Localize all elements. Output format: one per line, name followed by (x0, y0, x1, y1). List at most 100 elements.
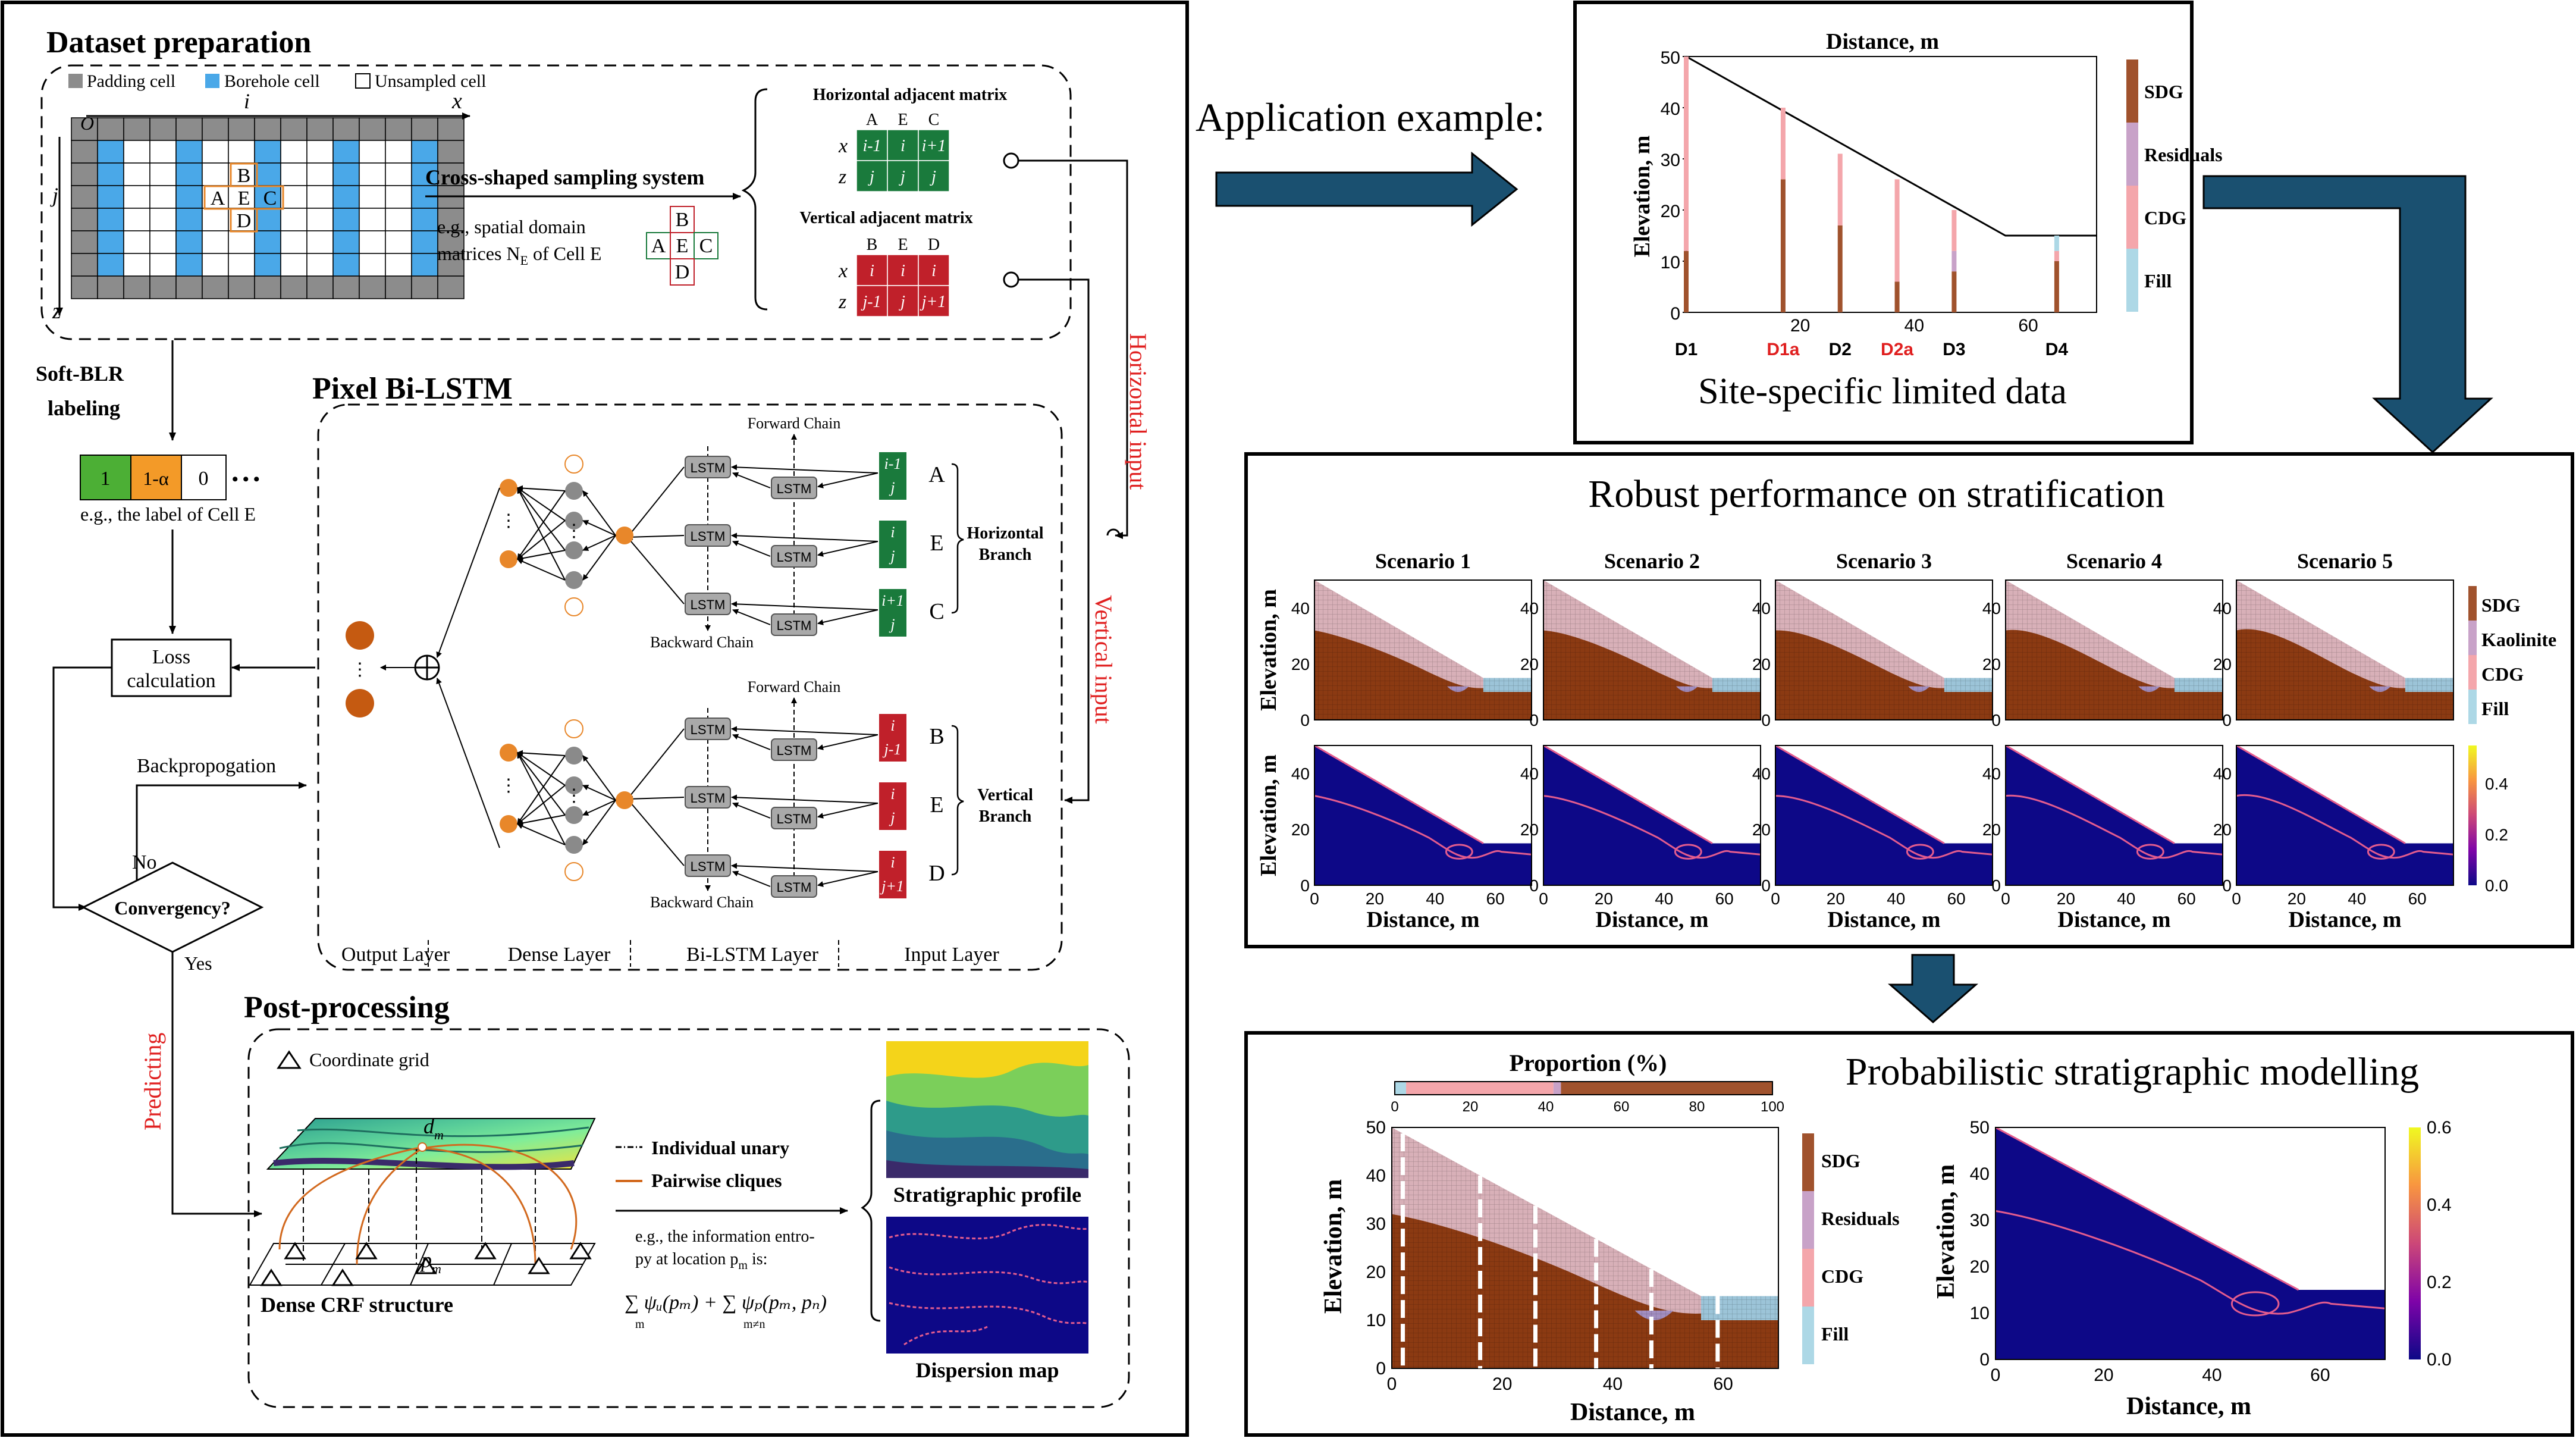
grid-cell (306, 253, 334, 277)
robust-legend-swatch (2468, 655, 2477, 690)
grid-cell (149, 117, 177, 141)
lstm-label: LSTM (691, 460, 726, 475)
lens-uncertainty (1445, 844, 1473, 860)
forward-chain-label: Forward Chain (748, 678, 841, 695)
robust-xtick: 40 (2348, 889, 2366, 908)
legend-unsampled-swatch (355, 73, 371, 89)
hatch-overlay (1775, 580, 1993, 720)
x-label: x (451, 89, 462, 114)
lstm-cell (685, 786, 731, 809)
robust-xtick: 0 (2001, 889, 2010, 908)
input-cell-top: i+1 (881, 592, 904, 609)
borehole-segment (1780, 179, 1786, 312)
app-arrow (1215, 151, 1518, 227)
branch-label-2: Branch (979, 807, 1032, 826)
grid-cell (385, 275, 412, 299)
no-label: No (132, 851, 157, 873)
grid-cell (97, 162, 124, 186)
borehole-label: D2 (1829, 340, 1852, 359)
robust-xlabel: Distance, m (1367, 907, 1480, 932)
cell-a-label: A (211, 187, 225, 209)
network-edge (627, 466, 685, 538)
network-edge (517, 520, 566, 560)
grid-cell (359, 208, 386, 231)
matrix-cell (918, 285, 950, 317)
robust-legend-label: CDG (2481, 663, 2524, 685)
robust-ytick: 0 (2222, 711, 2232, 729)
grid-cell (123, 230, 150, 254)
lens-uncertainty (1674, 844, 1702, 860)
predicting-label: Predicting (139, 1033, 166, 1130)
grid-cell (97, 253, 124, 277)
prob-legend-swatch (1802, 1133, 1814, 1191)
grid-cell (175, 208, 203, 231)
label-cell-0 (181, 455, 227, 500)
grid-cell (385, 230, 412, 254)
borehole-segment (1894, 179, 1900, 282)
sampling-eg2: matrices NE of Cell E (437, 243, 601, 268)
site-caption: Site-specific limited data (1698, 371, 2067, 412)
prob-right-ytick: 30 (1970, 1211, 1990, 1230)
lens-uncertainty (2230, 1291, 2280, 1317)
grid-cell (202, 162, 229, 186)
lstm-label: LSTM (777, 550, 812, 565)
grid-cell (280, 230, 308, 254)
grid-cell (254, 253, 281, 277)
borehole-segment (2054, 250, 2059, 261)
grid-cell (254, 230, 281, 254)
lstm-label: LSTM (691, 791, 726, 806)
robust-ytick: 0 (1300, 711, 1310, 729)
network-edge (582, 520, 616, 536)
robust-ytick: 20 (1291, 820, 1310, 839)
input-cell-bot: j (889, 547, 895, 565)
grid-cell (437, 208, 465, 231)
robust-ytick: 20 (2213, 820, 2232, 839)
robust-xtick: 0 (1539, 889, 1548, 908)
network-edge (517, 559, 566, 581)
grid-cell (71, 185, 98, 209)
grid-cell (411, 253, 438, 277)
prob-strat-chart: 0 10 20 30 40 50 0 20 40 60 SDG Residuals CDG Fill (1366, 1118, 1900, 1394)
input-letter: B (929, 724, 944, 749)
matrix-cell-text: j (899, 168, 905, 186)
robust-ytick: 0 (1300, 876, 1310, 895)
grid-cell (202, 208, 229, 231)
grid-cell (97, 230, 124, 254)
lstm-cell (685, 854, 731, 877)
cell-e-label: E (238, 187, 250, 209)
robust-ytick: 20 (2213, 655, 2232, 673)
grid-cell (123, 275, 150, 299)
grid-cell (202, 275, 229, 299)
grid-cell (385, 140, 412, 164)
borehole-label: D1a (1767, 340, 1799, 359)
lens-uncertainty (2367, 844, 2395, 860)
network-edge (731, 601, 878, 610)
lstm-label: LSTM (691, 529, 726, 544)
dataset-title: Dataset preparation (46, 26, 311, 59)
site-legend-swatch (2126, 123, 2138, 186)
label-dots: • • • (232, 469, 260, 489)
input-cell-bot: j (889, 479, 895, 496)
prob-dispersion-chart: 0 10 20 30 40 50 0 20 40 60 0.0 0.2 0.4 0.6 (1970, 1118, 2452, 1385)
robust-ytick: 0 (1991, 711, 2001, 729)
lstm-label: LSTM (777, 481, 812, 496)
site-ytick: 0 (1670, 304, 1680, 324)
grid-cell (228, 208, 255, 231)
prob-cbar-tick: 0.6 (2427, 1118, 2452, 1138)
network-edge (627, 537, 685, 604)
dense-node (565, 541, 583, 559)
grid-cell (332, 275, 360, 299)
network-edge (731, 464, 878, 474)
matrix-row-z: z (838, 166, 846, 188)
grid-cell (385, 208, 412, 231)
grid-cell (123, 117, 150, 141)
grid-cell (385, 162, 412, 186)
robust-legend-label: Fill (2481, 698, 2509, 719)
robust-ytick: 0 (1529, 876, 1539, 895)
matrix-row-z: z (838, 291, 846, 313)
grid-cell (385, 185, 412, 209)
horizontal-adjacent-matrix: A E Cxz i-1 i i+1 j j j (838, 111, 950, 192)
lstm-cell (771, 545, 817, 568)
network-edge (732, 472, 771, 488)
vdots: ⋮ (565, 786, 583, 806)
